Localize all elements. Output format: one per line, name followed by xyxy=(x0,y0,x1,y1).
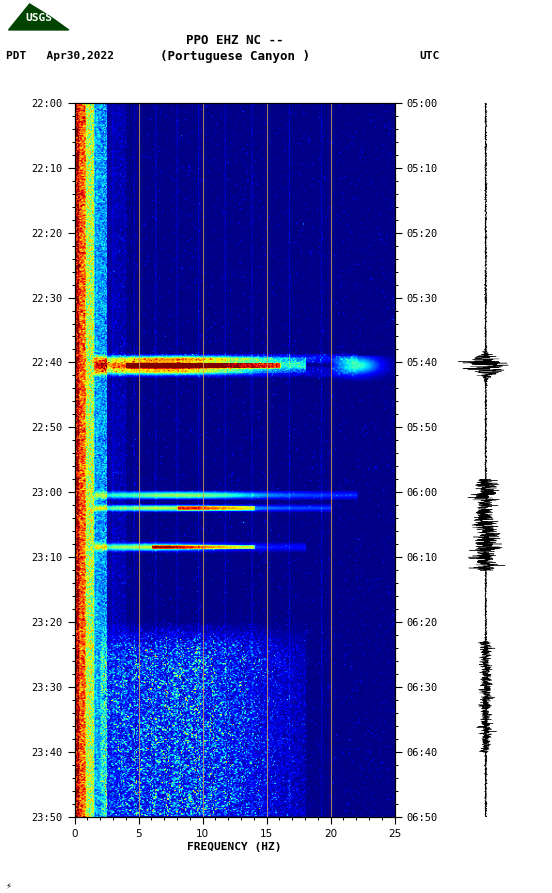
Text: (Portuguese Canyon ): (Portuguese Canyon ) xyxy=(160,50,310,63)
Text: UTC: UTC xyxy=(420,51,440,62)
Text: PDT   Apr30,2022: PDT Apr30,2022 xyxy=(6,51,114,62)
X-axis label: FREQUENCY (HZ): FREQUENCY (HZ) xyxy=(187,842,282,852)
Text: PPO EHZ NC --: PPO EHZ NC -- xyxy=(186,34,283,46)
Polygon shape xyxy=(8,4,69,30)
Text: ⚡: ⚡ xyxy=(6,881,12,890)
Text: USGS: USGS xyxy=(25,13,52,23)
